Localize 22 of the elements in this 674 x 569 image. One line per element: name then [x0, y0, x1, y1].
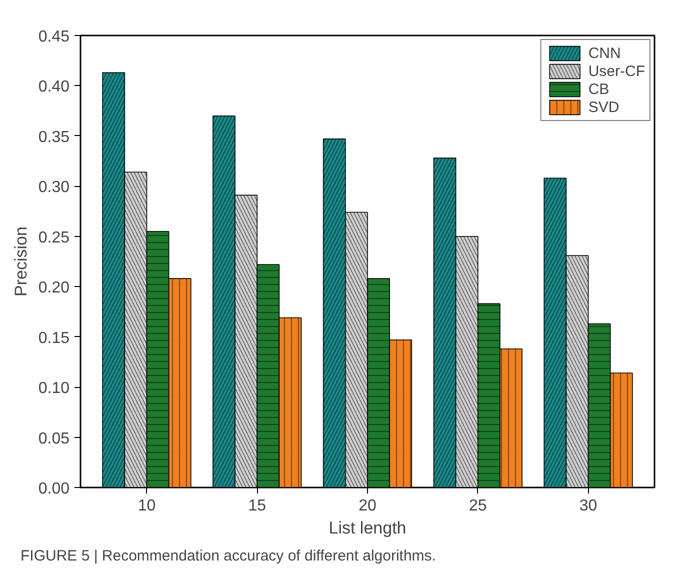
- y-tick-label: 0.40: [38, 78, 70, 96]
- legend-label: CB: [588, 80, 610, 98]
- caption: FIGURE 5 | Recommendation accuracy of different algorithms.: [20, 548, 436, 564]
- y-tick-label: 0.05: [38, 430, 70, 448]
- y-tick-label: 0.45: [38, 28, 70, 46]
- x-axis-title: List length: [328, 518, 406, 538]
- y-axis-title: Precision: [11, 226, 30, 296]
- legend-label: SVD: [588, 98, 620, 116]
- y-tick-label: 0.15: [38, 330, 70, 347]
- y-tick-label: 0.25: [38, 229, 70, 246]
- legend-label: CNN: [588, 44, 621, 62]
- x-tick-label: 20: [358, 498, 376, 514]
- x-tick-label: 30: [579, 498, 598, 514]
- y-tick-label: 0.35: [38, 128, 70, 146]
- legend-label: User-CF: [588, 62, 645, 80]
- y-tick-label: 0.20: [38, 280, 70, 297]
- x-tick-label: 15: [248, 498, 266, 514]
- y-tick-label: 0.00: [38, 480, 70, 498]
- y-tick-label: 0.30: [38, 179, 70, 196]
- x-tick-label: 25: [468, 498, 487, 514]
- y-tick-label: 0.10: [38, 380, 70, 398]
- x-tick-label: 10: [138, 498, 156, 514]
